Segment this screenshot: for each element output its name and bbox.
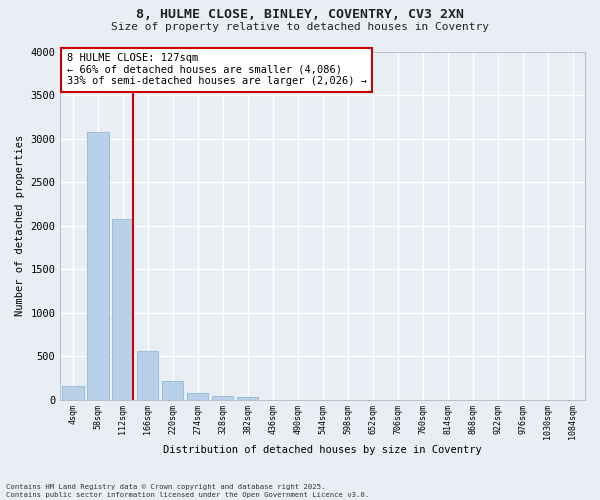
- Bar: [137, 351, 158, 400]
- Bar: [187, 393, 208, 400]
- X-axis label: Distribution of detached houses by size in Coventry: Distribution of detached houses by size …: [163, 445, 482, 455]
- Bar: [237, 397, 259, 400]
- Text: 8 HULME CLOSE: 127sqm
← 66% of detached houses are smaller (4,086)
33% of semi-d: 8 HULME CLOSE: 127sqm ← 66% of detached …: [67, 53, 367, 86]
- Y-axis label: Number of detached properties: Number of detached properties: [15, 135, 25, 316]
- Bar: [162, 382, 184, 400]
- Bar: [112, 218, 133, 400]
- Text: Size of property relative to detached houses in Coventry: Size of property relative to detached ho…: [111, 22, 489, 32]
- Text: Contains HM Land Registry data © Crown copyright and database right 2025.
Contai: Contains HM Land Registry data © Crown c…: [6, 484, 369, 498]
- Bar: [87, 132, 109, 400]
- Text: 8, HULME CLOSE, BINLEY, COVENTRY, CV3 2XN: 8, HULME CLOSE, BINLEY, COVENTRY, CV3 2X…: [136, 8, 464, 20]
- Bar: [212, 396, 233, 400]
- Bar: [62, 386, 83, 400]
